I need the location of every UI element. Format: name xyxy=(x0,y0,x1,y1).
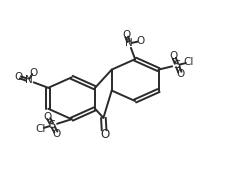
Text: N: N xyxy=(125,39,133,48)
Text: O: O xyxy=(169,52,178,62)
Text: O: O xyxy=(122,30,130,40)
Text: S: S xyxy=(173,60,181,70)
Text: O: O xyxy=(53,129,61,139)
Text: O: O xyxy=(100,128,109,141)
Text: O: O xyxy=(14,72,22,82)
Text: Cl: Cl xyxy=(184,57,194,67)
Text: O: O xyxy=(29,68,37,78)
Text: O: O xyxy=(44,112,52,122)
Text: Cl: Cl xyxy=(36,124,46,134)
Text: O: O xyxy=(176,69,185,79)
Text: S: S xyxy=(49,120,56,130)
Text: O: O xyxy=(136,36,144,46)
Text: N: N xyxy=(24,75,32,85)
